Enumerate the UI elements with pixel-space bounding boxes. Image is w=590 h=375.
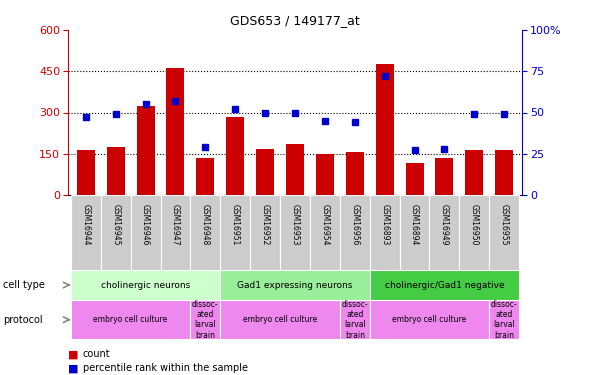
- Text: GSM16956: GSM16956: [350, 204, 359, 246]
- Bar: [405, 164, 424, 195]
- Text: GSM16893: GSM16893: [380, 204, 389, 245]
- Bar: [160, 195, 191, 270]
- Bar: [71, 300, 191, 339]
- Bar: [340, 300, 370, 339]
- Bar: [137, 106, 155, 195]
- Title: GDS653 / 149177_at: GDS653 / 149177_at: [230, 15, 360, 27]
- Text: GSM16950: GSM16950: [470, 204, 479, 246]
- Bar: [191, 300, 220, 339]
- Text: GSM16953: GSM16953: [290, 204, 300, 246]
- Bar: [220, 195, 250, 270]
- Bar: [460, 195, 489, 270]
- Bar: [71, 270, 220, 300]
- Bar: [250, 195, 280, 270]
- Text: cholinergic neurons: cholinergic neurons: [101, 280, 190, 290]
- Text: GSM16894: GSM16894: [410, 204, 419, 245]
- Text: dissoc-
ated
larval
brain: dissoc- ated larval brain: [192, 300, 219, 340]
- Text: Gad1 expressing neurons: Gad1 expressing neurons: [237, 280, 353, 290]
- Bar: [489, 195, 519, 270]
- Bar: [376, 64, 394, 195]
- Text: GSM16947: GSM16947: [171, 204, 180, 246]
- Text: cell type: cell type: [3, 280, 45, 290]
- Text: ■: ■: [68, 363, 78, 373]
- Bar: [280, 195, 310, 270]
- Text: embryo cell culture: embryo cell culture: [392, 315, 467, 324]
- Text: GSM16954: GSM16954: [320, 204, 329, 246]
- Bar: [77, 150, 95, 195]
- Text: GSM16945: GSM16945: [111, 204, 120, 246]
- Bar: [71, 195, 101, 270]
- Bar: [130, 195, 160, 270]
- Bar: [370, 195, 399, 270]
- Text: GSM16952: GSM16952: [261, 204, 270, 245]
- Bar: [310, 195, 340, 270]
- Bar: [466, 150, 483, 195]
- Text: GSM16951: GSM16951: [231, 204, 240, 245]
- Text: protocol: protocol: [3, 315, 42, 325]
- Bar: [191, 195, 220, 270]
- Text: percentile rank within the sample: percentile rank within the sample: [83, 363, 248, 373]
- Text: embryo cell culture: embryo cell culture: [93, 315, 168, 324]
- Bar: [256, 149, 274, 195]
- Bar: [107, 147, 124, 195]
- Bar: [370, 300, 489, 339]
- Bar: [399, 195, 430, 270]
- Bar: [489, 300, 519, 339]
- Bar: [340, 195, 370, 270]
- Bar: [370, 270, 519, 300]
- Text: ■: ■: [68, 350, 78, 359]
- Bar: [346, 152, 364, 195]
- Bar: [101, 195, 130, 270]
- Bar: [220, 300, 340, 339]
- Text: dissoc-
ated
larval
brain: dissoc- ated larval brain: [491, 300, 517, 340]
- Text: GSM16946: GSM16946: [141, 204, 150, 246]
- Text: GSM16948: GSM16948: [201, 204, 210, 245]
- Bar: [226, 117, 244, 195]
- Bar: [435, 158, 453, 195]
- Bar: [495, 150, 513, 195]
- Text: GSM16949: GSM16949: [440, 204, 449, 246]
- Text: cholinergic/Gad1 negative: cholinergic/Gad1 negative: [385, 280, 504, 290]
- Bar: [316, 154, 334, 195]
- Text: GSM16955: GSM16955: [500, 204, 509, 246]
- Text: embryo cell culture: embryo cell culture: [243, 315, 317, 324]
- Bar: [196, 158, 214, 195]
- Text: count: count: [83, 350, 110, 359]
- Text: dissoc-
ated
larval
brain: dissoc- ated larval brain: [342, 300, 368, 340]
- Text: GSM16944: GSM16944: [81, 204, 90, 246]
- Bar: [220, 270, 370, 300]
- Bar: [166, 69, 185, 195]
- Bar: [286, 144, 304, 195]
- Bar: [430, 195, 460, 270]
